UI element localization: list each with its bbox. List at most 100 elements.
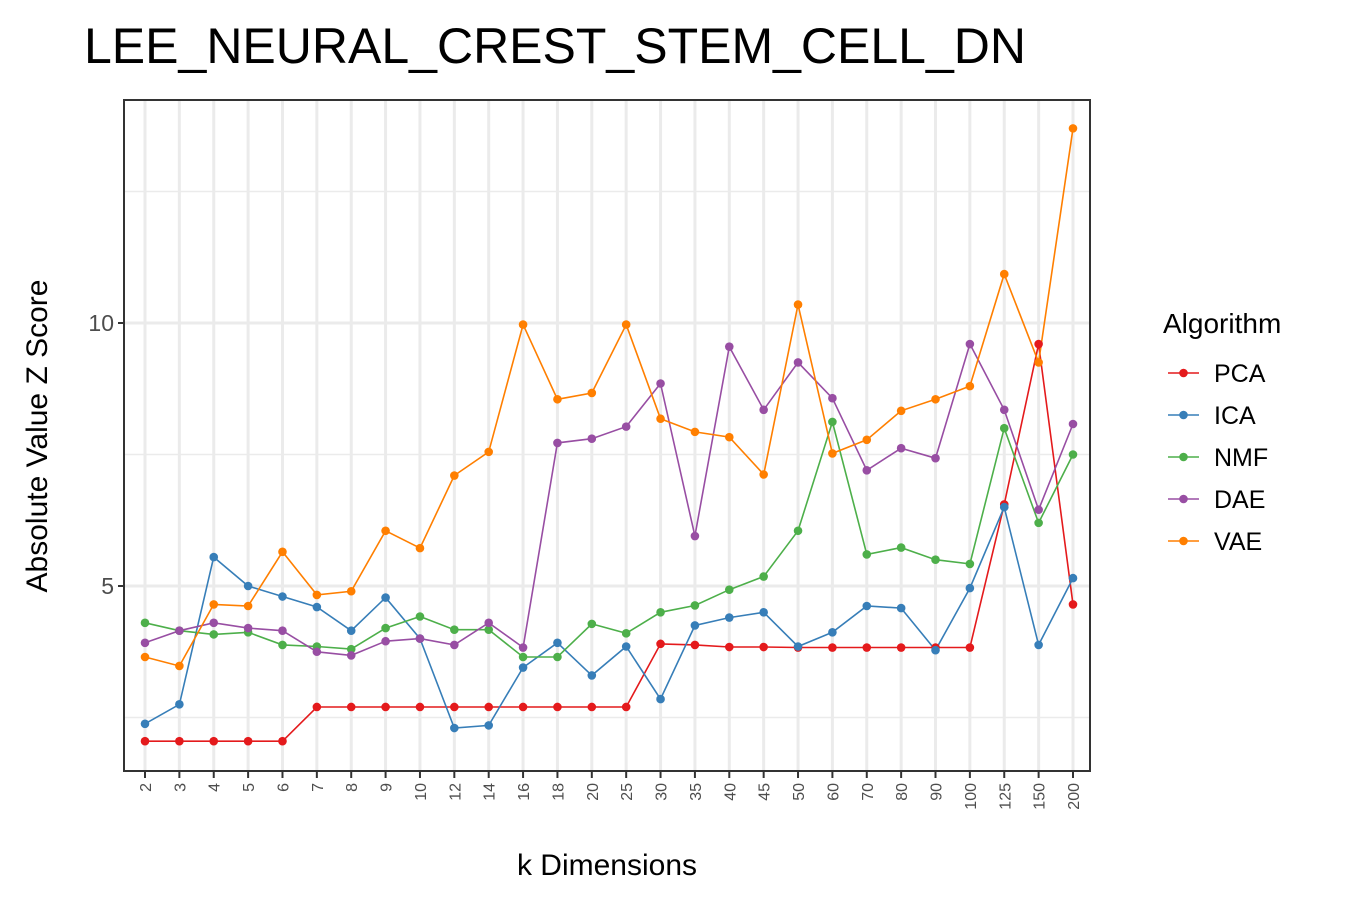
data-point-pca xyxy=(587,702,597,712)
data-point-vae xyxy=(862,435,872,445)
plot-panel-border xyxy=(123,99,1091,772)
data-point-pca xyxy=(896,643,906,652)
legend-key-point xyxy=(1179,494,1188,504)
data-point-ica xyxy=(656,694,665,704)
data-point-pca xyxy=(175,736,184,746)
data-point-dae xyxy=(999,405,1009,415)
data-point-vae xyxy=(724,432,734,442)
data-point-nmf xyxy=(1068,450,1078,459)
data-point-pca xyxy=(450,702,459,712)
data-point-dae xyxy=(931,453,940,463)
data-point-dae xyxy=(518,643,528,652)
data-point-vae xyxy=(553,394,562,404)
data-point-nmf xyxy=(724,585,734,594)
y-axis-label: Absolute Value Z Score xyxy=(21,280,54,593)
data-point-pca xyxy=(965,643,975,652)
x-tick-label: 14 xyxy=(482,783,499,801)
data-point-pca xyxy=(140,736,150,746)
x-tick-label: 8 xyxy=(344,783,361,792)
x-tick-label: 35 xyxy=(688,783,705,801)
data-point-nmf xyxy=(553,652,562,662)
data-point-dae xyxy=(793,358,803,367)
data-point-pca xyxy=(1034,339,1043,349)
data-point-nmf xyxy=(1034,518,1043,528)
data-point-nmf xyxy=(587,619,597,629)
x-axis-label: k Dimensions xyxy=(517,849,697,882)
data-point-ica xyxy=(862,601,872,611)
x-tick-label: 70 xyxy=(860,783,877,801)
data-point-vae xyxy=(415,543,425,553)
data-point-pca xyxy=(381,702,390,712)
data-point-dae xyxy=(140,638,150,648)
data-point-vae xyxy=(209,600,219,609)
data-point-ica xyxy=(140,719,150,729)
x-tick-label: 10 xyxy=(413,783,430,801)
data-point-vae xyxy=(1034,358,1043,367)
data-point-dae xyxy=(209,618,219,628)
data-point-nmf xyxy=(862,550,872,559)
grid xyxy=(124,100,1090,771)
x-tick-label: 150 xyxy=(1032,783,1049,810)
data-point-vae xyxy=(896,406,906,416)
data-point-nmf xyxy=(793,526,803,536)
data-point-dae xyxy=(484,618,494,628)
data-point-nmf xyxy=(690,601,700,610)
data-point-ica xyxy=(621,642,631,651)
legend-label-pca: PCA xyxy=(1214,360,1266,388)
x-tick-label: 5 xyxy=(241,783,258,792)
data-point-vae xyxy=(484,447,494,457)
x-tick-label: 100 xyxy=(963,783,980,810)
data-point-dae xyxy=(381,636,390,646)
data-point-nmf xyxy=(415,612,425,621)
data-point-nmf xyxy=(759,572,768,581)
data-point-ica xyxy=(759,608,768,617)
data-point-pca xyxy=(415,702,425,712)
data-point-pca xyxy=(828,643,837,652)
data-point-nmf xyxy=(621,629,631,638)
y-tick-label: 5 xyxy=(101,573,114,599)
data-point-ica xyxy=(793,642,803,651)
data-point-ica xyxy=(346,626,356,636)
series-line-ica xyxy=(144,504,1074,729)
series-line-nmf xyxy=(144,419,1074,658)
data-point-nmf xyxy=(209,630,219,639)
data-point-vae xyxy=(346,586,356,596)
legend-label-nmf: NMF xyxy=(1214,444,1268,472)
data-point-nmf xyxy=(278,640,287,650)
legend-title: Algorithm xyxy=(1163,308,1281,339)
data-point-pca xyxy=(724,642,734,652)
data-point-vae xyxy=(140,652,150,662)
data-point-vae xyxy=(175,661,184,671)
data-point-dae xyxy=(862,465,872,475)
data-point-ica xyxy=(484,721,494,730)
y-tick-label: 10 xyxy=(88,310,114,336)
data-point-ica xyxy=(587,671,597,680)
data-point-dae xyxy=(965,339,975,349)
data-point-vae xyxy=(690,427,700,437)
x-tick-label: 200 xyxy=(1066,783,1083,810)
data-point-pca xyxy=(759,642,768,652)
legend-key-point xyxy=(1179,536,1188,546)
data-point-nmf xyxy=(931,555,940,564)
data-point-vae xyxy=(965,381,975,391)
data-point-ica xyxy=(209,552,219,562)
data-point-nmf xyxy=(896,543,906,552)
data-point-vae xyxy=(518,320,528,329)
x-tick-label: 12 xyxy=(447,783,464,801)
data-point-nmf xyxy=(656,608,665,617)
data-point-dae xyxy=(175,626,184,636)
data-point-dae xyxy=(828,393,837,403)
series-line-dae xyxy=(144,341,1074,657)
data-point-pca xyxy=(312,702,322,712)
data-point-vae xyxy=(828,449,837,458)
x-tick-label: 50 xyxy=(791,783,808,801)
data-point-ica xyxy=(175,700,184,709)
data-point-nmf xyxy=(518,652,528,662)
x-tick-label: 20 xyxy=(585,783,602,801)
data-point-ica xyxy=(278,592,287,601)
x-tick-label: 3 xyxy=(172,783,189,792)
legend-label-dae: DAE xyxy=(1214,486,1265,514)
data-point-nmf xyxy=(484,625,494,634)
data-point-pca xyxy=(1068,600,1078,609)
